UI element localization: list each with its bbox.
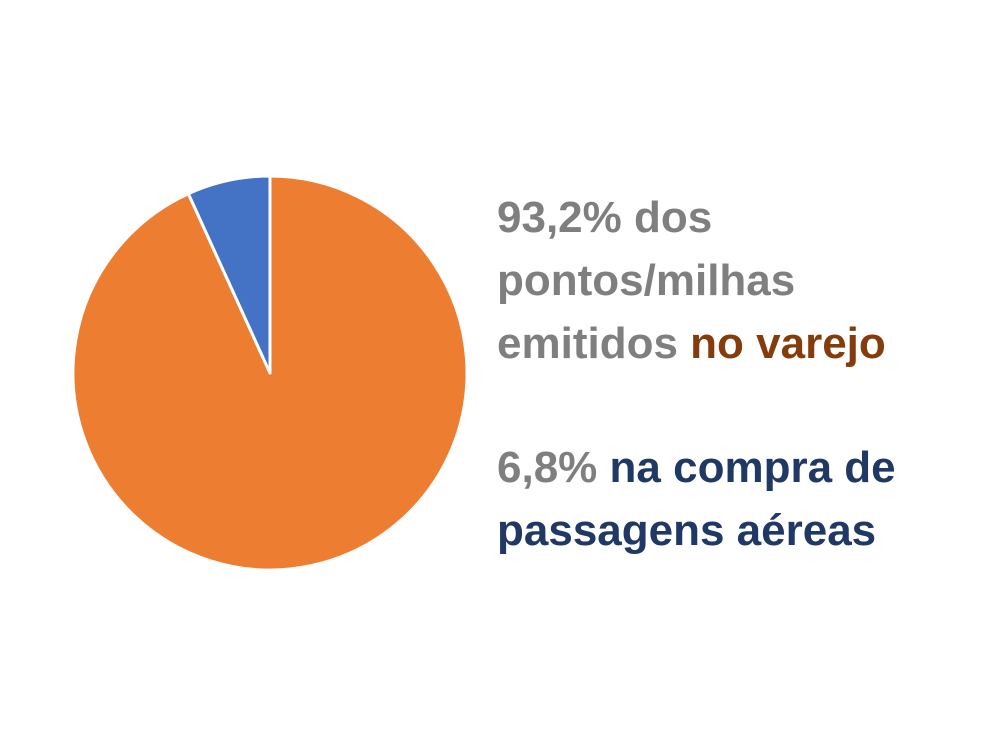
legend-retail-line-3: emitidos no varejo [497, 312, 886, 375]
legend-air-line-1: 6,8% na compra de [497, 436, 896, 499]
legend-retail-line1-rest: dos [621, 193, 713, 242]
legend-retail-highlight: no varejo [690, 319, 886, 368]
legend-air-line-2: passagens aéreas [497, 506, 877, 555]
legend-retail-percent: 93,2% [497, 193, 622, 242]
legend-air: 6,8% na compra de passagens aéreas [497, 436, 896, 562]
legend-retail-line3-plain: emitidos [497, 319, 691, 368]
legend-air-line1-highlight: na compra de [597, 443, 896, 492]
legend-retail-line-2: pontos/milhas [497, 256, 796, 305]
pie-chart [71, 174, 469, 572]
legend-retail: 93,2% dos pontos/milhas emitidos no vare… [497, 186, 886, 375]
legend-air-percent: 6,8% [497, 443, 598, 492]
legend-retail-line-1: 93,2% dos [497, 186, 886, 249]
pie-slice-na-compra-de-passagens-a-reas [186, 174, 272, 375]
